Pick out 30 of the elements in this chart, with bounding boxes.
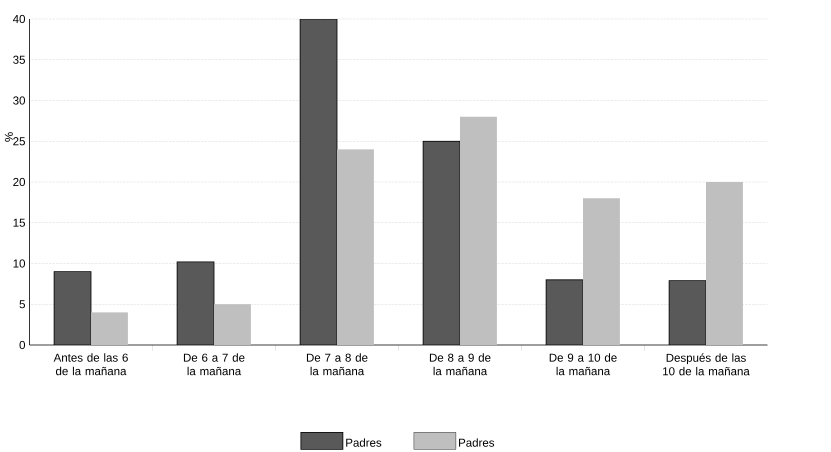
x-tick-label: Después de las 10 de la mañana bbox=[663, 353, 750, 376]
x-tick-label: De 8 a 9 de la mañana bbox=[430, 353, 490, 376]
bar bbox=[91, 312, 128, 345]
y-tick-label: 5 bbox=[20, 300, 25, 308]
y-tick-label: 20 bbox=[13, 178, 26, 186]
x-tick-label: De 9 a 10 de la mañana bbox=[550, 353, 617, 376]
bar bbox=[337, 149, 374, 345]
y-axis-title: % bbox=[4, 132, 13, 142]
legend-label: Padres bbox=[459, 438, 494, 447]
bar bbox=[668, 280, 706, 345]
bar bbox=[583, 198, 620, 345]
x-tick-label: De 7 a 8 de la mañana bbox=[306, 353, 368, 376]
bar bbox=[706, 182, 743, 345]
y-tick-label: 10 bbox=[14, 259, 26, 268]
bar bbox=[546, 280, 584, 345]
bar bbox=[177, 262, 214, 345]
y-tick-label: 15 bbox=[14, 218, 25, 227]
bar bbox=[214, 304, 251, 345]
x-tick-label: Antes de las 6 de la mañana bbox=[54, 353, 128, 376]
x-tick-label: De 6 a 7 de la mañana bbox=[184, 353, 244, 376]
y-tick-label: 25 bbox=[13, 137, 25, 146]
y-tick-label: 0 bbox=[20, 340, 26, 349]
bar bbox=[54, 271, 91, 345]
y-tick-label: 40 bbox=[12, 14, 26, 23]
y-tick-label: 35 bbox=[13, 56, 25, 64]
bar bbox=[460, 116, 497, 345]
bar bbox=[423, 141, 460, 345]
y-tick-label: 30 bbox=[13, 96, 26, 104]
bar bbox=[300, 18, 338, 345]
legend-label: Padres bbox=[346, 438, 382, 447]
